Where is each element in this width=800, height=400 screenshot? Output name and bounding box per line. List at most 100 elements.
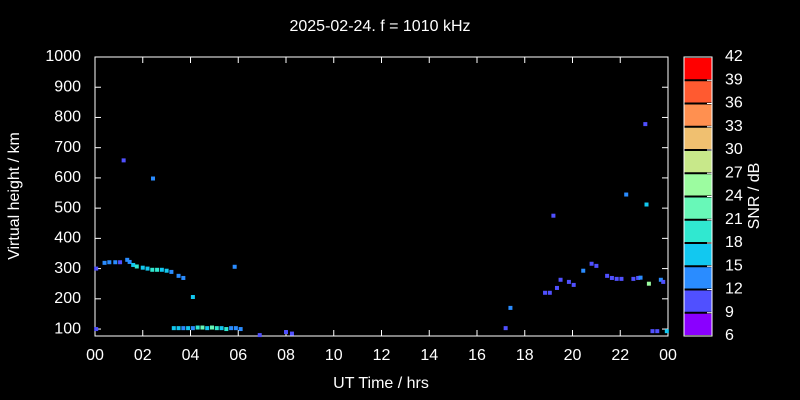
data-point (646, 281, 651, 286)
colorbar-band (684, 81, 712, 103)
data-point (102, 260, 107, 265)
x-tick-label: 04 (182, 347, 200, 364)
colorbar-tick-label: 9 (725, 304, 734, 321)
colorbar-tick-label: 18 (725, 234, 743, 251)
data-point (624, 192, 629, 197)
data-point (558, 277, 563, 282)
data-point (94, 327, 99, 332)
y-tick-label: 300 (54, 260, 81, 277)
x-tick-label: 22 (611, 347, 629, 364)
y-tick-label: 200 (54, 290, 81, 307)
colorbar-band (684, 267, 712, 289)
data-point (284, 330, 288, 335)
data-point (658, 277, 663, 282)
data-point (614, 276, 619, 281)
colorbar-band (684, 313, 712, 335)
y-tick-label: 100 (54, 320, 81, 337)
data-point (118, 260, 123, 265)
data-point (589, 261, 594, 266)
x-tick-label: 16 (468, 347, 486, 364)
colorbar-tick-label: 21 (725, 211, 743, 228)
y-tick-label: 900 (54, 78, 81, 95)
data-point (164, 268, 169, 273)
data-point (619, 276, 624, 281)
x-tick-label: 00 (659, 347, 677, 364)
data-point (94, 266, 99, 271)
data-point (233, 326, 238, 331)
y-tick-label: 800 (54, 109, 81, 126)
colorbar-tick-label: 24 (725, 188, 743, 205)
data-point (113, 260, 118, 265)
colorbar-tick-label: 27 (725, 164, 743, 181)
data-point (209, 325, 214, 330)
y-tick-label: 1000 (45, 48, 81, 65)
colorbar-tick-label: 6 (725, 327, 734, 344)
data-point (238, 327, 243, 332)
x-tick-label: 02 (134, 347, 152, 364)
colorbar-band (684, 127, 712, 149)
x-tick-label: 20 (564, 347, 582, 364)
data-point (655, 329, 660, 334)
data-point (581, 268, 586, 273)
colorbar-band (684, 151, 712, 173)
colorbar-tick-label: 12 (725, 281, 743, 298)
plot-frame (94, 56, 669, 337)
x-axis-label: UT Time / hrs (333, 375, 429, 392)
data-point (554, 285, 559, 290)
colorbar-band (684, 174, 712, 196)
data-point (145, 266, 150, 271)
data-point (190, 295, 195, 300)
x-tick-label: 06 (229, 347, 247, 364)
data-point (195, 325, 200, 330)
colorbar-tick-label: 39 (725, 71, 743, 88)
data-point (140, 265, 145, 270)
data-point (176, 326, 181, 331)
y-tick-label: 700 (54, 139, 81, 156)
colorbar-band (684, 290, 712, 312)
colorbar-band (684, 220, 712, 242)
data-point (503, 326, 508, 331)
colorbar-tick-label: 33 (725, 118, 743, 135)
data-point (664, 329, 669, 334)
data-point (650, 329, 655, 334)
x-tick-label: 08 (277, 347, 295, 364)
data-point (134, 264, 139, 269)
colorbar-tick-label: 42 (725, 48, 743, 65)
data-point (159, 267, 164, 272)
data-point (257, 333, 262, 338)
data-point (205, 326, 210, 331)
data-point (214, 326, 219, 331)
data-point (289, 331, 294, 336)
data-point (155, 267, 160, 272)
data-point (594, 263, 599, 268)
y-tick-label: 400 (54, 230, 81, 247)
colorbar-tick-label: 30 (725, 141, 743, 158)
data-point (150, 267, 155, 272)
data-point (127, 259, 132, 264)
x-tick-label: 12 (373, 347, 391, 364)
colorbar-tick-label: 15 (725, 257, 743, 274)
colorbar-band (684, 244, 712, 266)
data-point (566, 279, 571, 284)
data-point (229, 326, 234, 331)
y-tick-label: 600 (54, 169, 81, 186)
x-tick-label: 10 (325, 347, 343, 364)
x-tick-label: 00 (86, 347, 104, 364)
data-point (131, 262, 136, 267)
data-point (547, 290, 552, 295)
data-point (219, 326, 224, 331)
data-point (643, 122, 648, 127)
data-point (508, 305, 513, 310)
colorbar-label: SNR / dB (746, 163, 763, 230)
y-tick-label: 500 (54, 199, 81, 216)
data-point (232, 264, 237, 269)
chart-title: 2025-02-24. f = 1010 kHz (289, 18, 470, 35)
data-point (107, 260, 112, 265)
data-point (186, 326, 191, 331)
data-point (661, 279, 666, 284)
data-point (176, 273, 181, 278)
data-point (190, 326, 195, 331)
data-point (609, 275, 614, 280)
data-point (638, 275, 643, 280)
